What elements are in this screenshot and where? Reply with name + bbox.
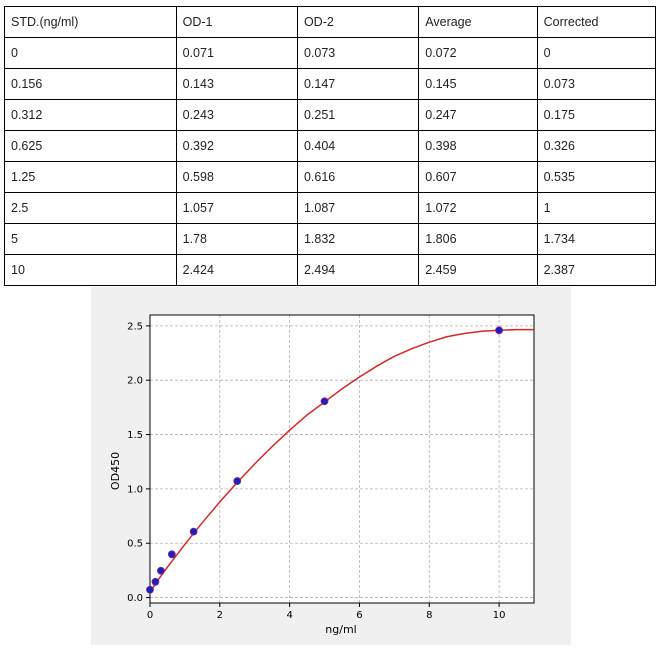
table-header-cell: OD-1	[175, 6, 298, 38]
table-cell: 2.387	[536, 254, 657, 286]
plot-frame	[149, 314, 535, 604]
standards-table: STD.(ng/ml) OD-1 OD-2 Average Corrected 0 0.07…	[4, 6, 657, 286]
table-row: 0 0.071 0.073 0.072 0	[4, 37, 657, 69]
data-point	[167, 550, 176, 559]
y-tick-label: 2.0	[127, 376, 143, 387]
table-cell: 1	[536, 192, 657, 224]
table-row: 1.25 0.598 0.616 0.607 0.535	[4, 161, 657, 193]
grid-layer	[149, 315, 534, 603]
x-tick-label: 10	[493, 610, 506, 621]
table-cell: 0.251	[296, 99, 420, 131]
data-point	[320, 397, 329, 406]
table-cell: 1.072	[418, 192, 538, 224]
table-cell: 0.598	[175, 161, 298, 193]
table-cell: 5	[4, 223, 177, 255]
y-tick-label: 1.5	[127, 430, 143, 441]
table-cell: 0.071	[175, 37, 298, 69]
table-cell: 10	[4, 254, 177, 286]
table-cell: 1.057	[175, 192, 298, 224]
table-row: 0.312 0.243 0.251 0.247 0.175	[4, 99, 657, 131]
table-header-cell: OD-2	[296, 6, 420, 38]
table-cell: 1.806	[418, 223, 538, 255]
y-tick-label: 2.5	[127, 321, 143, 332]
data-point	[146, 585, 154, 594]
chart-svg: 0 2 4 6 8 10 0.0 0.5 1.0 1.5 2.0 2.5 ng/ml OD450	[109, 314, 535, 636]
table-cell: 2.424	[175, 254, 298, 286]
x-tick-label: 4	[286, 610, 292, 621]
table-cell: 1.734	[536, 223, 657, 255]
table-cell: 1.25	[4, 161, 177, 193]
x-tick-label: 8	[426, 610, 432, 621]
table-cell: 0.312	[4, 99, 177, 131]
table-cell: 0.535	[536, 161, 657, 193]
fit-curve	[149, 328, 534, 593]
table-cell: 2.5	[4, 192, 177, 224]
table-cell: 1.087	[296, 192, 420, 224]
table-header-cell: Average	[418, 6, 538, 38]
table-cell: 0.247	[418, 99, 538, 131]
table-cell: 0.607	[418, 161, 538, 193]
tick-layer: 0 2 4 6 8 10 0.0 0.5 1.0 1.5 2.0 2.5	[127, 321, 505, 621]
x-tick-label: 0	[147, 610, 153, 621]
data-point	[151, 577, 160, 586]
table-cell: 0.175	[536, 99, 657, 131]
y-tick-label: 1.0	[127, 484, 143, 495]
data-point	[233, 477, 242, 485]
table-cell: 0	[4, 37, 177, 69]
table-row: 0.156 0.143 0.147 0.145 0.073	[4, 68, 657, 100]
table-cell: 0	[536, 37, 657, 69]
table-cell: 0.392	[175, 130, 298, 162]
table-cell: 0.404	[296, 130, 420, 162]
table-cell: 1.78	[175, 223, 298, 255]
table-row: 10 2.424 2.494 2.459 2.387	[4, 254, 657, 286]
y-axis-label: OD450	[109, 452, 122, 490]
table-header-cell: Corrected	[536, 6, 657, 38]
y-tick-label: 0.5	[127, 539, 143, 550]
table-cell: 2.494	[296, 254, 420, 286]
table-cell: 0.145	[418, 68, 538, 100]
table-cell: 0.625	[4, 130, 177, 162]
table-cell: 2.459	[418, 254, 538, 286]
table-cell: 0.147	[296, 68, 420, 100]
plot-background	[150, 315, 534, 603]
point-layer	[146, 326, 503, 594]
x-tick-label: 2	[217, 610, 223, 621]
table-cell: 0.326	[536, 130, 657, 162]
table-row: 2.5 1.057 1.087 1.072 1	[4, 192, 657, 224]
table-cell: 1.832	[296, 223, 420, 255]
x-tick-label: 6	[356, 610, 362, 621]
table-row: 0.625 0.392 0.404 0.398 0.326	[4, 130, 657, 162]
data-point	[189, 527, 198, 536]
table-header-cell: STD.(ng/ml)	[4, 6, 177, 38]
table-row: 5 1.78 1.832 1.806 1.734	[4, 223, 657, 255]
y-tick-label: 0.0	[127, 593, 143, 604]
table-header-row: STD.(ng/ml) OD-1 OD-2 Average Corrected	[4, 6, 657, 38]
table-cell: 0.156	[4, 68, 177, 100]
table-cell: 0.072	[418, 37, 538, 69]
data-point	[495, 326, 503, 335]
data-point	[156, 566, 165, 575]
standard-curve-chart: 0 2 4 6 8 10 0.0 0.5 1.0 1.5 2.0 2.5 ng/ml OD450	[91, 287, 571, 645]
table-cell: 0.143	[175, 68, 298, 100]
table-cell: 0.243	[175, 99, 298, 131]
x-axis-label: ng/ml	[325, 623, 356, 636]
table-cell: 0.398	[418, 130, 538, 162]
table-cell: 0.073	[536, 68, 657, 100]
table-cell: 0.616	[296, 161, 420, 193]
table-cell: 0.073	[296, 37, 420, 69]
